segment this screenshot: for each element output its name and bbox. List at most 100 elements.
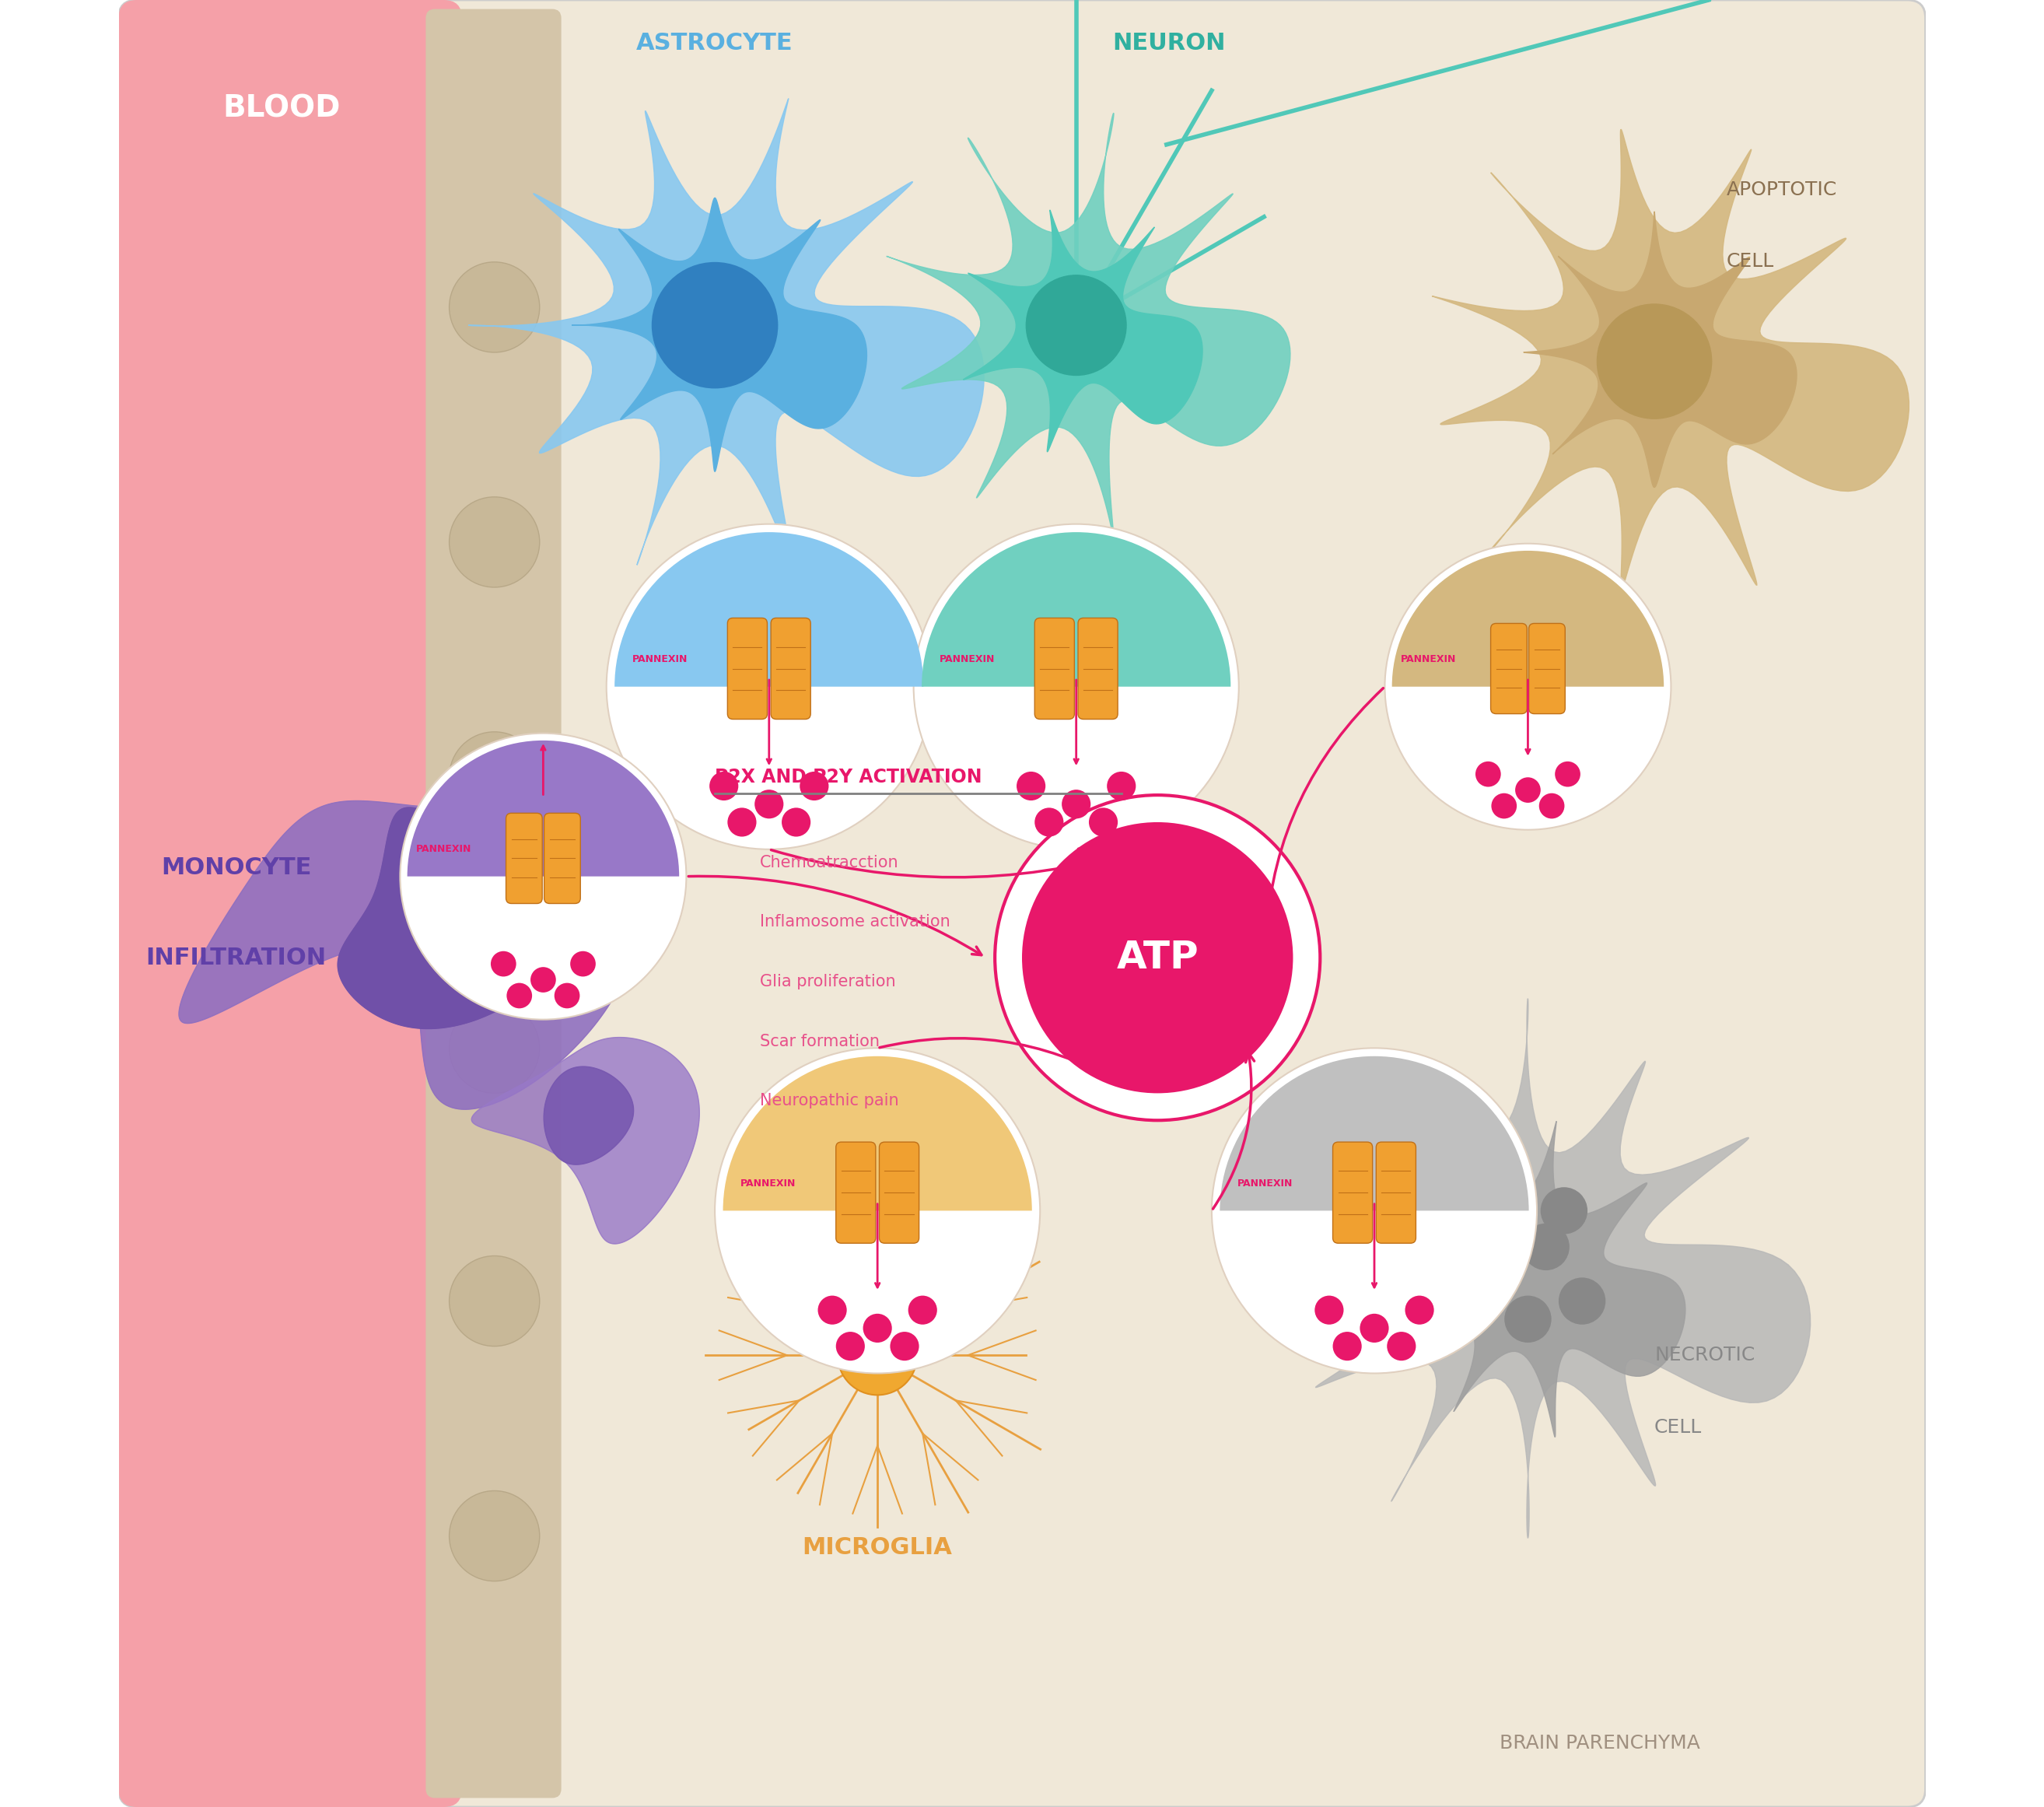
Circle shape — [715, 1048, 1040, 1373]
Text: INFILTRATION: INFILTRATION — [145, 947, 327, 969]
Circle shape — [1333, 1332, 1361, 1361]
Text: PANNEXIN: PANNEXIN — [417, 844, 472, 855]
Circle shape — [1555, 761, 1580, 786]
Circle shape — [836, 1332, 865, 1361]
Circle shape — [995, 795, 1320, 1120]
Circle shape — [1560, 1278, 1607, 1325]
Circle shape — [1523, 1223, 1570, 1270]
Text: NECROTIC: NECROTIC — [1654, 1346, 1756, 1364]
Circle shape — [1089, 808, 1118, 837]
Text: Scar formation: Scar formation — [760, 1034, 879, 1050]
Polygon shape — [544, 1066, 634, 1164]
Circle shape — [1314, 1296, 1343, 1325]
Polygon shape — [887, 114, 1290, 537]
Circle shape — [1404, 1296, 1435, 1325]
FancyBboxPatch shape — [1077, 618, 1118, 719]
FancyBboxPatch shape — [836, 1142, 875, 1243]
Circle shape — [652, 262, 779, 389]
Polygon shape — [1523, 211, 1797, 488]
Wedge shape — [407, 741, 679, 876]
Text: MONOCYTE: MONOCYTE — [161, 857, 311, 878]
Text: NEURON: NEURON — [1112, 33, 1226, 54]
FancyBboxPatch shape — [1034, 618, 1075, 719]
Circle shape — [531, 967, 556, 992]
Circle shape — [863, 1314, 891, 1343]
FancyBboxPatch shape — [1376, 1142, 1416, 1243]
Text: PANNEXIN: PANNEXIN — [940, 654, 995, 665]
Circle shape — [889, 1332, 920, 1361]
Circle shape — [450, 262, 540, 352]
Text: PANNEXIN: PANNEXIN — [1400, 654, 1455, 665]
Text: ASTROCYTE: ASTROCYTE — [636, 33, 793, 54]
Circle shape — [1539, 793, 1564, 819]
Text: PANNEXIN: PANNEXIN — [1237, 1178, 1294, 1189]
Polygon shape — [963, 210, 1202, 452]
Circle shape — [607, 524, 932, 849]
FancyBboxPatch shape — [507, 813, 542, 904]
Polygon shape — [180, 801, 636, 1109]
Polygon shape — [337, 808, 568, 1028]
Circle shape — [1492, 793, 1517, 819]
Polygon shape — [1433, 130, 1909, 589]
Wedge shape — [615, 531, 924, 687]
Circle shape — [1388, 1332, 1416, 1361]
Circle shape — [570, 950, 595, 976]
Circle shape — [1016, 772, 1044, 801]
Text: Chemoatracction: Chemoatracction — [760, 855, 899, 871]
Text: APOPTOTIC: APOPTOTIC — [1727, 181, 1838, 199]
Circle shape — [401, 734, 687, 1019]
Circle shape — [1022, 822, 1294, 1093]
Circle shape — [450, 1256, 540, 1346]
Circle shape — [728, 808, 756, 837]
Polygon shape — [472, 1037, 699, 1243]
FancyBboxPatch shape — [119, 0, 462, 1807]
Circle shape — [1541, 1187, 1588, 1234]
Text: ATP: ATP — [1116, 940, 1198, 976]
Polygon shape — [572, 199, 867, 472]
Circle shape — [1476, 761, 1500, 786]
Circle shape — [781, 808, 811, 837]
Circle shape — [818, 1296, 846, 1325]
Text: MICROGLIA: MICROGLIA — [803, 1536, 953, 1558]
Circle shape — [1596, 304, 1713, 419]
Text: CELL: CELL — [1727, 253, 1774, 271]
Circle shape — [1359, 1314, 1388, 1343]
Polygon shape — [468, 99, 983, 566]
Text: BLOOD: BLOOD — [223, 94, 339, 123]
Wedge shape — [922, 531, 1230, 687]
Circle shape — [1108, 772, 1136, 801]
Text: PANNEXIN: PANNEXIN — [632, 654, 687, 665]
Circle shape — [1384, 544, 1672, 829]
FancyBboxPatch shape — [544, 813, 580, 904]
FancyBboxPatch shape — [1333, 1142, 1372, 1243]
Circle shape — [450, 1491, 540, 1581]
Polygon shape — [1284, 999, 1811, 1538]
Circle shape — [554, 983, 580, 1008]
Circle shape — [1026, 275, 1126, 376]
Circle shape — [1212, 1048, 1537, 1373]
Text: P2X AND P2Y ACTIVATION: P2X AND P2Y ACTIVATION — [715, 768, 981, 786]
Wedge shape — [1392, 551, 1664, 687]
Wedge shape — [1220, 1055, 1529, 1211]
Circle shape — [507, 983, 531, 1008]
FancyBboxPatch shape — [728, 618, 766, 719]
FancyBboxPatch shape — [771, 618, 811, 719]
Circle shape — [491, 950, 517, 976]
Text: PANNEXIN: PANNEXIN — [740, 1178, 797, 1189]
Circle shape — [450, 732, 540, 822]
Text: Inflamosome activation: Inflamosome activation — [760, 914, 950, 931]
FancyBboxPatch shape — [425, 9, 562, 1798]
FancyBboxPatch shape — [1490, 623, 1527, 714]
FancyBboxPatch shape — [879, 1142, 920, 1243]
Circle shape — [914, 524, 1239, 849]
Text: Glia proliferation: Glia proliferation — [760, 974, 895, 990]
Circle shape — [838, 1315, 918, 1395]
Circle shape — [908, 1296, 936, 1325]
FancyBboxPatch shape — [119, 0, 1925, 1807]
Circle shape — [450, 497, 540, 587]
Circle shape — [709, 772, 738, 801]
Circle shape — [1034, 808, 1063, 837]
Circle shape — [1515, 777, 1541, 802]
Circle shape — [1061, 790, 1091, 819]
Text: CELL: CELL — [1654, 1418, 1703, 1437]
